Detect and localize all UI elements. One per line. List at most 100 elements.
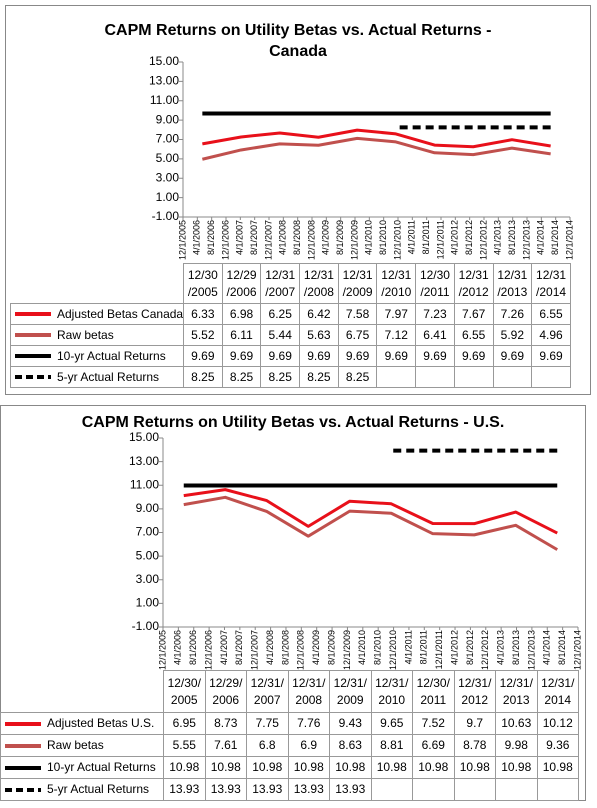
legend-cell: 10-yr Actual Returns [0,756,164,779]
chart-title: CAPM Returns on Utility Betas vs. Actual… [104,22,492,60]
value-cell: 9.69 [299,345,339,367]
x-tick-label: 12/1/2006 [203,630,213,670]
x-tick-label: 8/1/2012 [464,220,474,255]
x-tick-label: 8/1/2011 [421,220,431,254]
legend-label: Raw betas [57,327,114,342]
category-label: 12/31 /2007 [260,263,301,304]
legend-cell: Raw betas [10,324,184,346]
category-label: 12/31 /2012 [453,263,494,304]
value-cell: 8.73 [204,712,247,735]
value-cell: 10.12 [536,712,579,735]
category-label: 12/31/ 2012 [453,670,496,713]
y-tick-label: -1.00 [132,619,160,633]
x-tick-label: 8/1/2006 [206,220,216,255]
x-tick-label: 4/1/2008 [265,630,275,665]
value-cell: 9.43 [329,712,372,735]
chart-frame [0,405,586,801]
value-cell: 9.36 [536,734,579,757]
value-cell: 13.93 [246,778,289,801]
value-cell [536,778,579,801]
value-cell: 6.98 [221,303,262,325]
x-tick-label: 12/1/2011 [435,220,445,259]
value-cell: 8.81 [370,734,413,757]
value-cell: 9.69 [453,345,494,367]
value-cell [492,366,533,388]
value-cell [370,778,413,801]
y-tick-label: -1.00 [152,209,180,223]
x-tick-label: 12/1/2010 [388,630,398,670]
value-cell: 10.98 [412,756,455,779]
legend-label: Adjusted Betas U.S. [47,716,155,730]
x-tick-label: 4/1/2009 [321,220,331,255]
value-cell: 9.69 [531,345,571,367]
x-tick-label: 12/1/2007 [250,630,260,670]
legend-key [15,312,51,317]
x-tick-label: 8/1/2014 [557,630,567,665]
value-cell: 9.98 [495,734,538,757]
value-cell: 8.25 [183,366,223,388]
value-cell: 10.98 [453,756,496,779]
legend-key [5,721,41,726]
value-cell: 9.69 [183,345,223,367]
value-cell: 8.25 [337,366,378,388]
value-cell [453,366,494,388]
value-cell: 4.96 [531,324,571,346]
category-label: 12/31 /2014 [531,263,571,304]
value-cell: 8.78 [453,734,496,757]
value-cell: 9.7 [453,712,496,735]
chart-title: CAPM Returns on Utility Betas vs. Actual… [81,414,505,431]
value-cell: 10.98 [495,756,538,779]
category-label: 12/31/ 2009 [329,670,372,713]
series-line [183,488,558,535]
x-tick-label: 4/1/2009 [311,630,321,665]
x-tick-label: 8/1/2013 [507,220,517,255]
category-label: 12/30 /2011 [415,263,455,304]
legend-label: 5-yr Actual Returns [57,369,160,384]
y-tick-label: 15.00 [149,54,179,68]
value-cell: 6.11 [221,324,262,346]
y-tick-label: 3.00 [136,572,160,586]
value-cell: 8.25 [260,366,301,388]
y-tick-label: 9.00 [136,501,160,515]
value-cell: 13.93 [204,778,247,801]
series-line [201,136,551,161]
value-cell: 9.69 [492,345,533,367]
header-row: 12/30 /2005 12/29 /2006 12/31 /2007 12/31 /… [11,263,571,304]
x-tick-label: 12/1/2009 [349,220,359,260]
y-tick-label: 7.00 [156,132,180,146]
value-cell: 10.98 [329,756,372,779]
value-cell: 8.63 [329,734,372,757]
category-label: 12/29 /2006 [221,263,262,304]
legend-key [5,787,41,792]
category-label: 12/29/ 2006 [204,670,247,713]
value-cell: 6.8 [246,734,289,757]
value-cell: 9.69 [415,345,455,367]
y-tick-label: 5.00 [156,151,180,165]
category-label: 12/30/ 2011 [412,670,455,713]
x-tick-label: 4/1/2011 [407,220,417,254]
legend-key [15,333,51,338]
category-label: 12/30 /2005 [183,263,223,304]
x-tick-label: 8/1/2007 [249,220,259,255]
series-row: 5-yr Actual Returns 8.25 8.25 8.25 8.25 8.25 [10,366,571,388]
x-tick-label: 12/1/2013 [526,630,536,670]
x-tick-label: 12/1/2007 [263,220,273,260]
x-tick-label: 12/1/2013 [521,220,531,260]
value-cell: 7.97 [376,303,417,325]
header-row: 12/30/ 2005 12/29/ 2006 12/31/ 2007 12/31/ … [1,670,579,713]
legend-label: 10-yr Actual Returns [57,348,166,363]
legend-key [5,765,41,770]
value-cell: 10.98 [204,756,247,779]
legend-cell: 10-yr Actual Returns [10,345,184,367]
x-tick-label: 12/1/2014 [572,630,582,670]
x-tick-label: 8/1/2010 [373,630,383,665]
corner [1,671,164,713]
value-cell [531,366,571,388]
x-tick-label: 12/1/2012 [478,220,488,260]
y-tick-label: 1.00 [136,596,160,610]
value-cell: 10.98 [287,756,330,779]
y-tick-label: 11.00 [150,93,179,107]
legend-label: Adjusted Betas Canada [57,306,184,321]
legend-cell: 5-yr Actual Returns [10,366,184,388]
